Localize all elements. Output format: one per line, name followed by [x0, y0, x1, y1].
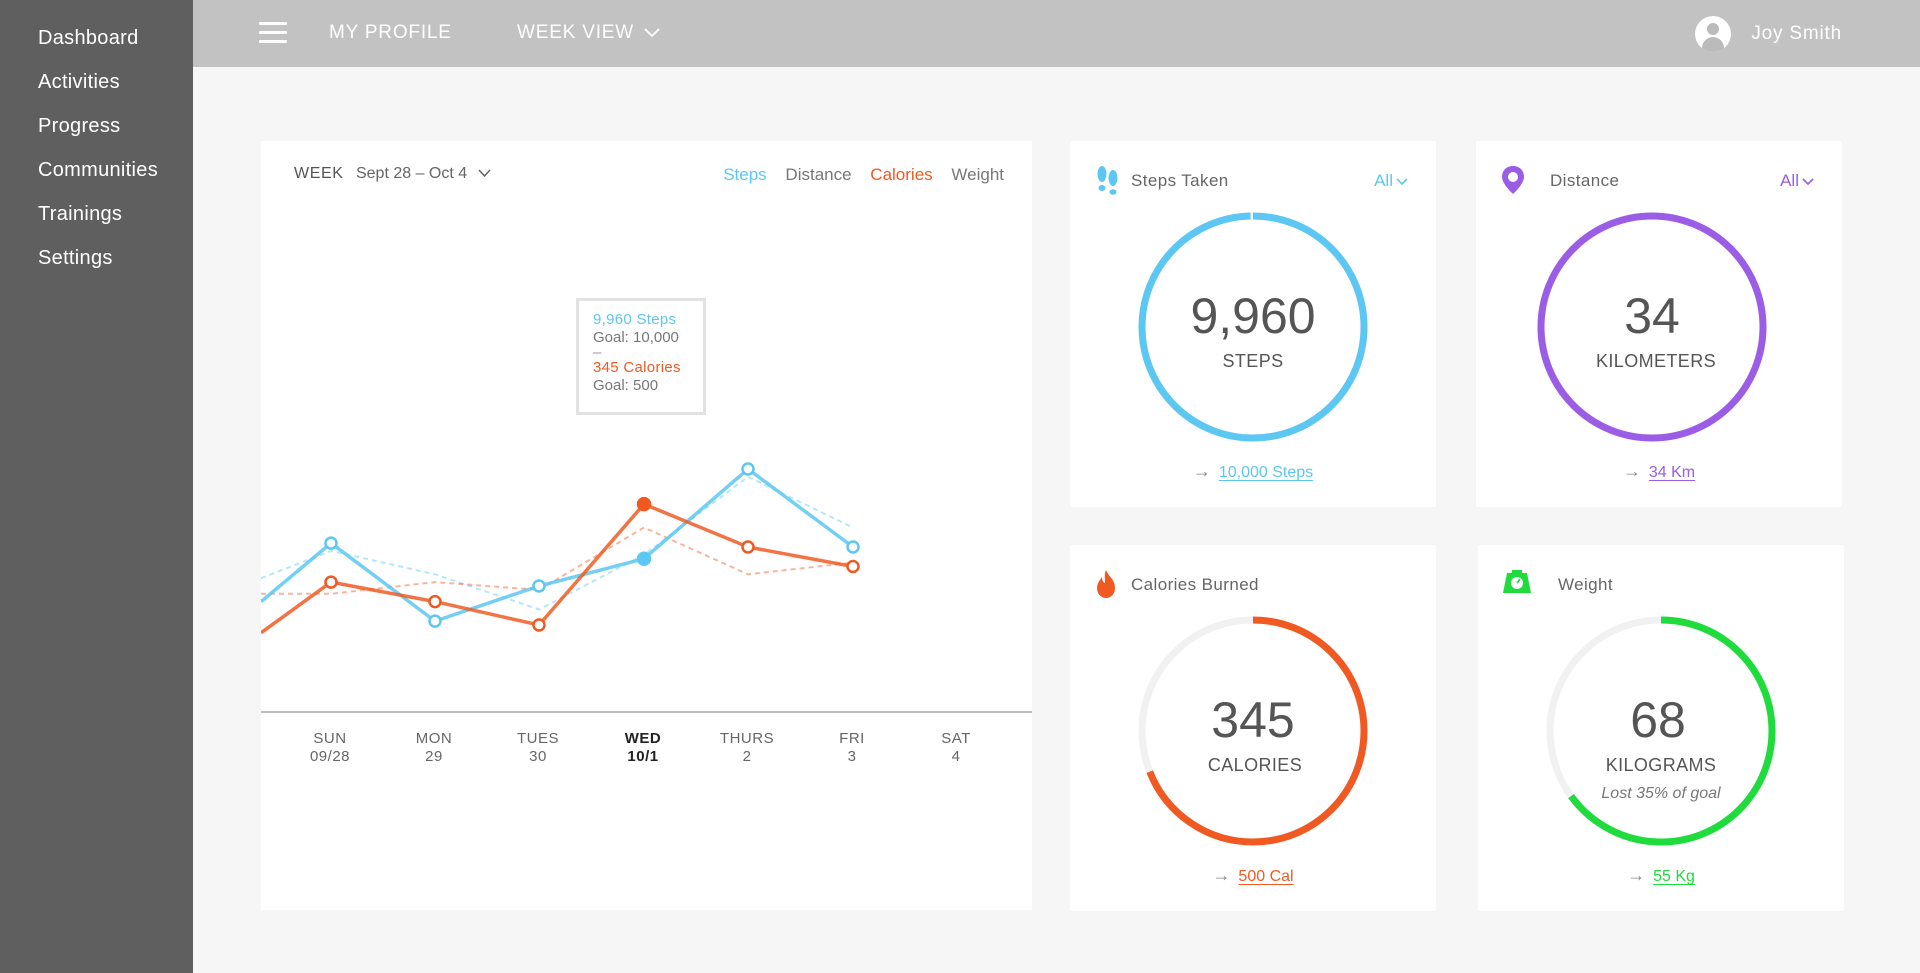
steps-value: 9,960 [1190, 288, 1316, 344]
weight-note: Lost 35% of goal [1601, 785, 1721, 802]
series-line [261, 466, 855, 624]
x-tick-label[interactable]: FRI 3 [839, 730, 865, 765]
card-title: Distance [1550, 171, 1620, 190]
top-bar: MY PROFILE WEEK VIEW Joy Smith [193, 0, 1920, 67]
data-point[interactable] [532, 579, 546, 593]
steps-goal-link[interactable]: → 10,000 Steps [1192, 461, 1314, 481]
ring-progress [1138, 616, 1368, 846]
week-label: WEEK [294, 165, 344, 182]
user-name: Joy Smith [1751, 23, 1842, 44]
data-point[interactable] [324, 575, 338, 589]
distance-unit: KILOMETERS [1595, 351, 1717, 371]
tab-calories[interactable]: Calories [870, 165, 933, 184]
data-point[interactable] [636, 551, 652, 566]
ring-progress [1546, 616, 1776, 846]
flame-icon [1097, 570, 1115, 598]
sidebar: Dashboard Activities Progress Communitie… [0, 0, 193, 973]
data-point[interactable] [324, 536, 338, 550]
card-title: Weight [1558, 575, 1614, 594]
x-tick-label[interactable]: THURS 2 [719, 730, 775, 765]
data-point[interactable] [532, 618, 546, 632]
x-tick-label-active[interactable]: WED 10/1 [624, 730, 662, 765]
steps-progress-ring [1138, 212, 1368, 442]
my-profile-link[interactable]: MY PROFILE [329, 22, 452, 43]
tooltip-calories-goal: Goal: 500 [593, 377, 659, 394]
x-axis-line [261, 711, 1032, 713]
tooltip-calories: 345 Calories [593, 359, 681, 376]
card-title: Calories Burned [1131, 575, 1259, 594]
scale-icon [1503, 570, 1531, 593]
sidebar-item-dashboard[interactable]: Dashboard [38, 27, 139, 49]
data-point[interactable] [741, 540, 755, 554]
goal-series-line [261, 526, 854, 595]
distance-card: Distance All 34 KILOMETERS → 34 Km [1476, 141, 1842, 507]
arrow-right-icon: → [1627, 865, 1646, 885]
sidebar-item-settings[interactable]: Settings [38, 247, 113, 269]
calories-goal-link[interactable]: → 500 Cal [1212, 865, 1294, 885]
distance-goal-link[interactable]: → 34 Km [1622, 461, 1696, 481]
distance-filter-dropdown[interactable]: All [1780, 171, 1814, 191]
weekly-chart-panel: WEEK Sept 28 – Oct 4 Steps Distance Calo… [261, 141, 1032, 910]
goal-series-line [261, 475, 854, 611]
weight-progress-ring [1546, 616, 1776, 846]
calories-card: Calories Burned 345 CALORIES → 500 Cal [1070, 545, 1436, 911]
sidebar-item-trainings[interactable]: Trainings [38, 203, 123, 225]
metric-tabs: Steps Distance Calories Weight [709, 165, 1004, 185]
arrow-right-icon: → [1212, 865, 1231, 885]
tooltip-steps: 9,960 Steps [593, 311, 677, 328]
steps-filter-dropdown[interactable]: All [1374, 171, 1408, 191]
week-range-dropdown[interactable]: Sept 28 – Oct 4 [356, 165, 491, 182]
week-view-dropdown[interactable]: WEEK VIEW [517, 22, 660, 44]
user-menu[interactable]: Joy Smith [1695, 16, 1842, 52]
weight-value: 68 [1630, 692, 1686, 748]
line-chart [261, 462, 860, 635]
x-tick-label[interactable]: TUES 30 [516, 730, 559, 765]
data-point[interactable] [428, 594, 442, 609]
chevron-down-icon [478, 169, 491, 178]
x-tick-label[interactable]: SAT 4 [941, 730, 971, 765]
map-pin-icon [1502, 166, 1524, 194]
hamburger-menu-icon[interactable] [259, 22, 287, 44]
calories-progress-ring [1138, 616, 1368, 846]
card-title: Steps Taken [1131, 171, 1229, 190]
chevron-down-icon [1396, 177, 1408, 185]
series-line [261, 502, 854, 635]
calories-value: 345 [1211, 692, 1295, 748]
distance-progress-ring [1537, 212, 1767, 442]
tooltip-separator: – [593, 344, 602, 361]
tab-steps[interactable]: Steps [723, 165, 767, 184]
tooltip-steps-goal: Goal: 10,000 [593, 329, 679, 346]
ring-progress [1537, 212, 1767, 442]
distance-value: 34 [1624, 288, 1680, 344]
chart-tooltip: 9,960 Steps Goal: 10,000 – 345 Calories … [576, 298, 706, 415]
steps-unit: STEPS [1222, 351, 1284, 371]
week-selector: WEEK Sept 28 – Oct 4 [294, 165, 491, 183]
weight-goal-link[interactable]: → 55 Kg [1627, 865, 1695, 885]
ring-progress [1138, 212, 1368, 442]
weight-card: Weight 68 KILOGRAMS Lost 35% of goal → 55… [1478, 545, 1844, 911]
avatar [1695, 16, 1732, 52]
data-point[interactable] [741, 462, 755, 476]
data-point[interactable] [428, 614, 442, 628]
weight-unit: KILOGRAMS [1605, 755, 1717, 775]
tab-weight[interactable]: Weight [951, 165, 1004, 184]
sidebar-item-activities[interactable]: Activities [38, 71, 120, 93]
arrow-right-icon: → [1622, 461, 1641, 481]
week-view-label: WEEK VIEW [517, 22, 634, 43]
data-point[interactable] [636, 496, 652, 512]
tab-distance[interactable]: Distance [785, 165, 852, 184]
chevron-down-icon [644, 28, 660, 38]
footprints-icon [1097, 166, 1118, 195]
sidebar-item-progress[interactable]: Progress [38, 115, 121, 137]
data-point[interactable] [846, 559, 860, 574]
week-range-label: Sept 28 – Oct 4 [355, 165, 468, 182]
calories-unit: CALORIES [1207, 755, 1303, 775]
sidebar-item-communities[interactable]: Communities [38, 159, 158, 181]
x-tick-label[interactable]: MON 29 [415, 730, 453, 765]
chevron-down-icon [1802, 177, 1814, 185]
data-point[interactable] [846, 540, 860, 554]
x-tick-label[interactable]: SUN 09/28 [309, 730, 351, 765]
steps-card: Steps Taken All 9,960 STEPS → 10,000 Step… [1070, 141, 1436, 507]
arrow-right-icon: → [1192, 461, 1211, 481]
